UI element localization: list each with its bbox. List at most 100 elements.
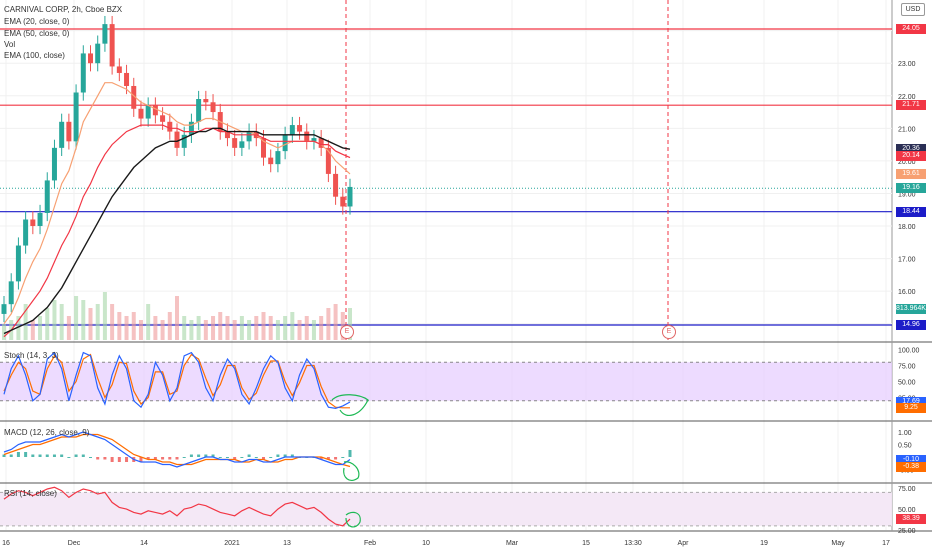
macd-hist-bar	[125, 457, 129, 462]
candle-body	[325, 147, 331, 174]
candle-body	[347, 186, 353, 207]
y-tick-label: 19.00	[898, 191, 916, 198]
vol-legend[interactable]: Vol	[4, 40, 16, 49]
volume-bar	[225, 316, 230, 340]
indicator-tag: -0.38	[896, 461, 926, 472]
macd-hist-bar	[52, 454, 56, 457]
price-tag: 19.61	[896, 168, 926, 179]
candle-body	[138, 108, 144, 119]
y-tick-label: 20.00	[898, 159, 916, 166]
volume-bar	[290, 312, 295, 340]
volume-bar	[333, 304, 338, 340]
rsi-band	[0, 492, 892, 526]
ema20-legend[interactable]: EMA (20, close, 0)	[4, 17, 70, 26]
volume-bar	[283, 316, 288, 340]
candle-body	[304, 131, 310, 142]
candle-body	[282, 134, 288, 152]
volume-bar	[52, 300, 57, 340]
price-tag: 18.44	[896, 206, 926, 217]
volume-bar	[239, 316, 244, 340]
candle-body	[95, 43, 101, 64]
volume-bar	[304, 316, 309, 340]
candle-body	[59, 121, 65, 148]
candle-body	[145, 105, 151, 119]
y-tick-label: 18.00	[898, 224, 916, 231]
indicator-tag: 38.39	[896, 513, 926, 524]
macd-hist-bar	[31, 454, 35, 457]
volume-bar	[160, 320, 165, 340]
macd-hist-bar	[38, 454, 42, 457]
annotation-macd	[343, 461, 360, 481]
candle-body	[66, 121, 72, 142]
macd-hist-bar	[2, 454, 6, 457]
macd-hist-bar	[283, 454, 287, 457]
macd-tick-label: 0.50	[898, 443, 912, 450]
volume-bar	[110, 304, 115, 340]
macd-hist-bar	[218, 457, 222, 458]
volume-bar	[131, 312, 136, 340]
stoch-title[interactable]: Stoch (14, 3, 3)	[4, 351, 59, 360]
stoch-k-line	[3, 351, 351, 410]
x-tick-label: Apr	[678, 540, 690, 547]
candle-body	[167, 121, 173, 132]
candle-body	[124, 72, 130, 86]
macd-hist-bar	[74, 454, 78, 457]
ema100-line	[3, 127, 351, 335]
ema50-legend[interactable]: EMA (50, close, 0)	[4, 29, 70, 38]
volume-bar	[138, 320, 143, 340]
y-tick-label: 16.00	[898, 289, 916, 296]
macd-hist-bar	[204, 454, 208, 457]
volume-bar	[268, 316, 273, 340]
y-tick-label: 23.00	[898, 61, 916, 68]
stoch-d-line	[3, 353, 350, 409]
volume-bar	[203, 320, 208, 340]
macd-hist-bar	[96, 457, 100, 460]
macd-hist-bar	[81, 454, 85, 457]
earnings-marker-2[interactable]: E	[662, 325, 676, 339]
volume-bar	[124, 316, 129, 340]
candle-body	[109, 24, 115, 67]
volume-bar	[146, 304, 151, 340]
candle-body	[246, 131, 252, 142]
candle-body	[30, 219, 36, 227]
x-tick-label: 13	[283, 540, 291, 547]
volume-bar	[326, 308, 331, 340]
indicator-tag: 9.25	[896, 402, 926, 413]
macd-title[interactable]: MACD (12, 26, close, 9)	[4, 428, 90, 437]
x-tick-label: 13:30	[624, 540, 642, 547]
currency-badge[interactable]: USD	[901, 3, 925, 16]
macd-hist-bar	[269, 457, 273, 458]
candle-body	[174, 131, 180, 148]
candle-body	[51, 147, 57, 181]
earnings-marker-1[interactable]: E	[340, 325, 354, 339]
volume-bar	[348, 308, 352, 340]
macd-hist-bar	[182, 457, 186, 458]
volume-bar	[45, 308, 50, 340]
price-tag: 813.964K	[896, 304, 926, 315]
x-tick-label: 15	[582, 540, 590, 547]
price-tag: 20.36	[896, 144, 926, 155]
annotation-rsi	[345, 511, 361, 528]
rsi-title[interactable]: RSI (14, close)	[4, 489, 57, 498]
volume-bar	[38, 316, 43, 340]
candle-body	[318, 138, 324, 148]
x-tick-label: 19	[760, 540, 768, 547]
candle-body	[289, 125, 295, 135]
volume-bar	[211, 316, 216, 340]
volume-bar	[232, 320, 237, 340]
candle-body	[152, 105, 158, 116]
candle-body	[232, 138, 238, 148]
candle-body	[261, 138, 266, 158]
macd-signal-line	[3, 433, 351, 468]
volume-bar	[297, 320, 302, 340]
macd-hist-bar	[139, 457, 143, 462]
macd-hist-bar	[189, 454, 193, 457]
price-tag: 14.96	[896, 320, 926, 330]
volume-bar	[319, 316, 324, 340]
ema100-legend[interactable]: EMA (100, close)	[4, 51, 65, 60]
volume-bar	[153, 316, 158, 340]
volume-bar	[167, 312, 172, 340]
macd-hist-bar	[276, 454, 280, 457]
volume-bar	[16, 316, 21, 340]
